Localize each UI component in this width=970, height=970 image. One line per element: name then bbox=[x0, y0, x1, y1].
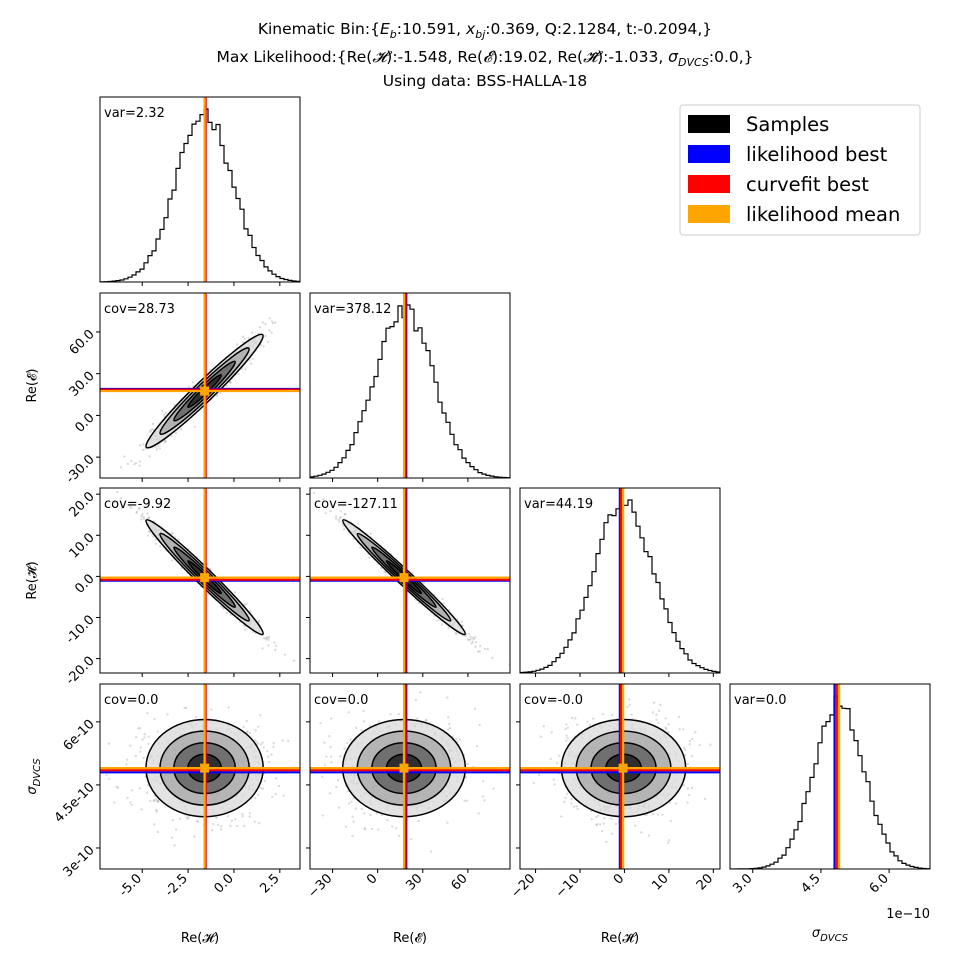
y-tick-label: 0.0 bbox=[72, 410, 97, 435]
legend-box bbox=[679, 104, 921, 236]
likelihood-mean-marker bbox=[200, 763, 210, 773]
panel-1-0: cov=28.73 -30.0 0.0 30.0 60.0 bbox=[63, 292, 301, 487]
y-tick-label: -10.0 bbox=[63, 613, 97, 647]
title-line-2: Max Likelihood:{Re(𝓗):-1.548, Re(𝓔):19.0… bbox=[216, 48, 753, 69]
legend: Samples likelihood best curvefit best likel… bbox=[679, 104, 921, 236]
x-tick-label: 30 bbox=[403, 871, 425, 893]
x-tick-label: 10 bbox=[649, 871, 671, 893]
y-tick-label: 3e-10 bbox=[61, 843, 98, 880]
likelihood-mean-marker bbox=[200, 386, 210, 396]
y-axis-label-Re(H~): Re(𝓗̃) bbox=[25, 561, 40, 599]
x-tick-label: 6.0 bbox=[867, 871, 892, 896]
x-tick-label: 2.5 bbox=[257, 871, 282, 896]
x-tick-label: 4.5 bbox=[799, 871, 824, 896]
y-axis-label-Re(E): Re(𝓔) bbox=[25, 368, 40, 402]
axes-frame bbox=[729, 683, 931, 870]
legend-label: likelihood best bbox=[746, 143, 888, 166]
axes-frame bbox=[519, 683, 721, 870]
panel-2-0: cov=-9.92 -20.0 -10.0 0.0 10.0 20.0 bbox=[63, 487, 301, 688]
x-axis-label-sigma: σDVCS bbox=[812, 926, 849, 944]
histogram-Re(E) bbox=[310, 304, 510, 478]
likelihood-mean-marker bbox=[399, 573, 409, 583]
cov-annotation: cov=-0.0 bbox=[524, 693, 583, 708]
legend-label: curvefit best bbox=[746, 173, 869, 196]
y-tick-label: 20.0 bbox=[67, 489, 98, 520]
y-tick-label: 4.5e-10 bbox=[52, 780, 98, 826]
y-tick-label: 60.0 bbox=[67, 327, 98, 358]
y-tick-label: 30.0 bbox=[67, 369, 98, 400]
x-tick-label: 0 bbox=[611, 871, 627, 887]
axes-frame bbox=[99, 292, 301, 479]
legend-swatch bbox=[688, 115, 730, 133]
likelihood-mean-marker bbox=[618, 763, 628, 773]
legend-label: Samples bbox=[746, 113, 829, 136]
y-tick-label: -20.0 bbox=[63, 654, 97, 688]
axes-frame bbox=[309, 487, 511, 674]
cov-annotation: cov=0.0 bbox=[314, 693, 368, 708]
legend-label: likelihood mean bbox=[746, 203, 900, 226]
axes-frame bbox=[519, 487, 721, 674]
panels: var=2.32 cov=28.73 -30.0 0.0 30.0 60.0 var=378… bbox=[25, 96, 931, 946]
x-axis-label-Re(H~): Re(𝓗̃) bbox=[601, 931, 639, 946]
cov-annotation: cov=-127.11 bbox=[314, 497, 398, 512]
title-line-1: Kinematic Bin:{Eb:10.591, xbj:0.369, Q:2… bbox=[258, 20, 712, 41]
panel-2-2: var=44.19 bbox=[519, 487, 721, 677]
x-tick-label: 0.0 bbox=[212, 871, 237, 896]
x-tick-label: 20 bbox=[694, 871, 716, 893]
var-annotation: var=44.19 bbox=[524, 497, 593, 512]
x-axis-label-Re(E): Re(𝓔) bbox=[393, 931, 427, 946]
y-tick-label: -30.0 bbox=[63, 452, 97, 486]
panel-3-0: cov=0.0 -5.0 -2.5 0.0 2.5 3e-10 4.5e-10 6e-10 bbox=[52, 683, 301, 900]
y-tick-label: 0.0 bbox=[72, 571, 97, 596]
y-axis-label-sigma: σDVCS bbox=[25, 758, 43, 795]
histogram-sigma_DVCS bbox=[730, 695, 930, 869]
x-tick-label: −30 bbox=[305, 871, 335, 901]
legend-swatch bbox=[688, 175, 730, 193]
cov-annotation: cov=0.0 bbox=[104, 693, 158, 708]
var-annotation: var=2.32 bbox=[104, 106, 165, 121]
axes-frame bbox=[99, 96, 301, 283]
panel-3-1: cov=0.0 −30 0 30 60 bbox=[305, 683, 511, 901]
cov-annotation: cov=28.73 bbox=[104, 302, 175, 317]
y-tick-label: 10.0 bbox=[67, 530, 98, 561]
cov-annotation: cov=-9.92 bbox=[104, 497, 171, 512]
histogram-Re(H) bbox=[100, 108, 300, 282]
var-annotation: var=0.0 bbox=[734, 693, 787, 708]
legend-swatch bbox=[688, 205, 730, 223]
panel-3-3: var=0.0 3.0 4.5 6.0 bbox=[729, 683, 931, 896]
likelihood-mean-marker bbox=[200, 573, 210, 583]
x-tick-label: −20 bbox=[508, 871, 538, 901]
x-tick-label: 0 bbox=[364, 871, 380, 887]
x-axis-label-Re(H): Re(𝓗) bbox=[181, 931, 219, 946]
axes-frame bbox=[99, 487, 301, 674]
legend-swatch bbox=[688, 145, 730, 163]
x-tick-label: 3.0 bbox=[730, 871, 755, 896]
panel-0-0: var=2.32 bbox=[99, 96, 301, 286]
x-tick-label: 60 bbox=[448, 871, 470, 893]
x-tick-label: −10 bbox=[553, 871, 583, 901]
panel-3-2: cov=-0.0 −20 −10 0 10 20 bbox=[508, 683, 721, 901]
panel-1-1: var=378.12 bbox=[309, 292, 511, 482]
figure-title: Kinematic Bin:{Eb:10.591, xbj:0.369, Q:2… bbox=[216, 20, 753, 90]
x-offset-label: 1e−10 bbox=[886, 907, 930, 922]
var-annotation: var=378.12 bbox=[314, 302, 391, 317]
axes-frame bbox=[309, 683, 511, 870]
panel-2-1: cov=-127.11 bbox=[306, 487, 511, 677]
axes-frame bbox=[309, 292, 511, 479]
x-tick-label: -2.5 bbox=[162, 871, 191, 900]
axes-frame bbox=[99, 683, 301, 870]
title-line-3: Using data: BSS-HALLA-18 bbox=[383, 72, 587, 90]
likelihood-mean-marker bbox=[399, 763, 409, 773]
x-tick-label: -5.0 bbox=[116, 871, 145, 900]
y-tick-label: 6e-10 bbox=[61, 717, 98, 754]
